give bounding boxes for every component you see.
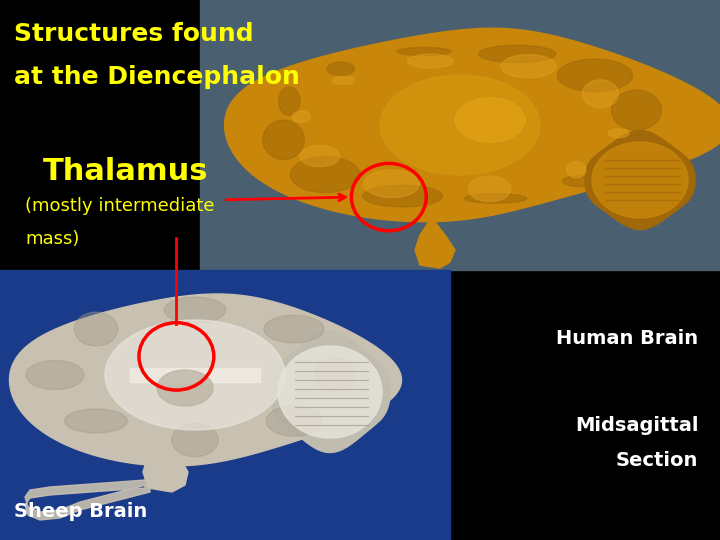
Polygon shape xyxy=(567,161,586,178)
Polygon shape xyxy=(278,346,382,438)
Polygon shape xyxy=(415,220,455,268)
Text: mass): mass) xyxy=(25,230,80,247)
Text: (mostly intermediate: (mostly intermediate xyxy=(25,197,215,215)
Text: Structures found: Structures found xyxy=(14,22,254,45)
Polygon shape xyxy=(327,62,354,76)
Polygon shape xyxy=(9,294,402,466)
Polygon shape xyxy=(608,129,629,138)
Bar xyxy=(0,270,450,540)
Polygon shape xyxy=(582,80,618,108)
Text: Midsagittal: Midsagittal xyxy=(575,416,698,435)
Polygon shape xyxy=(469,176,510,201)
Polygon shape xyxy=(105,320,285,430)
Polygon shape xyxy=(364,170,420,198)
Polygon shape xyxy=(290,157,360,193)
Polygon shape xyxy=(315,358,355,392)
Polygon shape xyxy=(225,28,720,222)
Polygon shape xyxy=(74,312,117,346)
Text: Section: Section xyxy=(616,451,698,470)
Polygon shape xyxy=(264,315,324,343)
Polygon shape xyxy=(363,185,443,207)
Polygon shape xyxy=(585,131,695,230)
Polygon shape xyxy=(172,423,218,457)
Polygon shape xyxy=(26,360,84,389)
Bar xyxy=(200,0,720,270)
Polygon shape xyxy=(157,370,213,406)
Polygon shape xyxy=(611,90,662,130)
Text: at the Diencephalon: at the Diencephalon xyxy=(14,65,300,89)
Polygon shape xyxy=(263,120,305,159)
Polygon shape xyxy=(164,297,226,323)
Polygon shape xyxy=(65,409,127,433)
Polygon shape xyxy=(455,98,525,142)
Polygon shape xyxy=(266,406,322,436)
Polygon shape xyxy=(501,55,556,78)
Text: Human Brain: Human Brain xyxy=(557,329,698,348)
Polygon shape xyxy=(397,48,451,56)
Polygon shape xyxy=(143,440,188,492)
Polygon shape xyxy=(562,176,596,186)
Polygon shape xyxy=(408,54,454,68)
Polygon shape xyxy=(292,111,310,123)
Text: Sheep Brain: Sheep Brain xyxy=(14,502,148,521)
Polygon shape xyxy=(279,87,300,116)
Polygon shape xyxy=(300,146,340,166)
Polygon shape xyxy=(592,142,688,218)
Polygon shape xyxy=(25,480,150,520)
Polygon shape xyxy=(557,59,632,92)
Polygon shape xyxy=(380,75,540,175)
Polygon shape xyxy=(621,137,641,161)
Polygon shape xyxy=(270,332,390,453)
Polygon shape xyxy=(130,368,260,382)
Polygon shape xyxy=(479,45,556,63)
Polygon shape xyxy=(333,76,355,84)
Text: Thalamus: Thalamus xyxy=(43,157,209,186)
Polygon shape xyxy=(464,194,527,203)
